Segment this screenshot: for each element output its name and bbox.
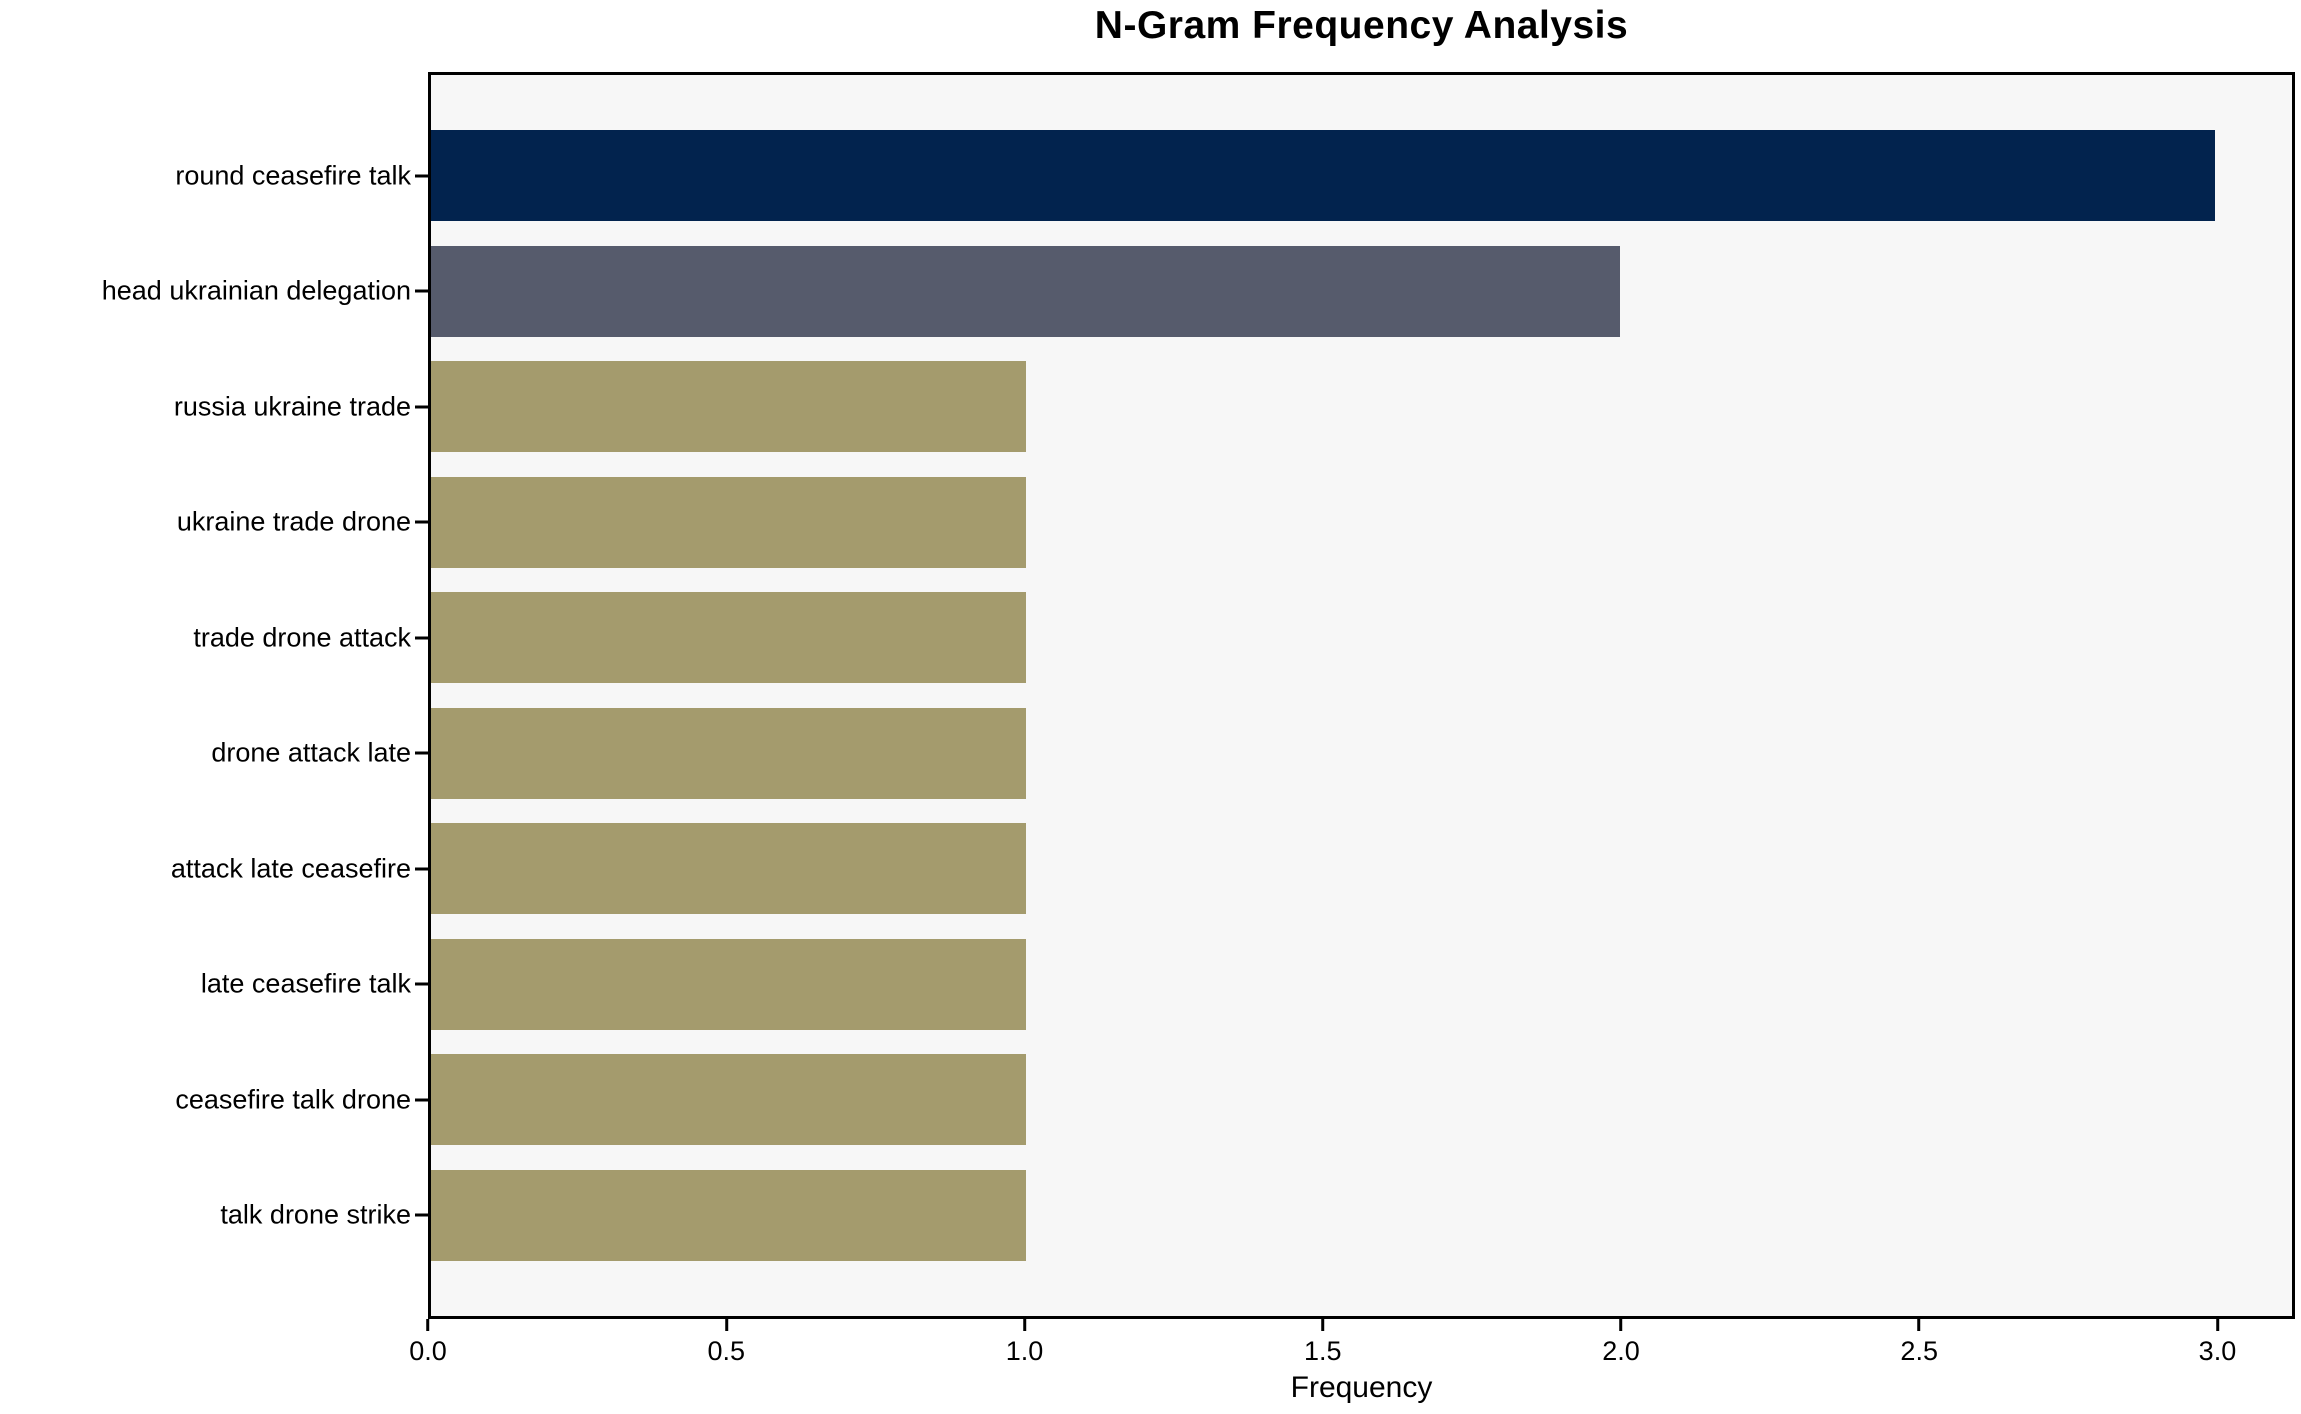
x-axis-label: Frequency [1290,1371,1433,1404]
bar-row: drone attack late [211,696,2292,812]
y-tick-label: ceasefire talk drone [175,1084,411,1115]
bar-row: talk drone strike [220,1158,2292,1274]
bar [431,476,1026,568]
bar [431,823,1026,915]
y-tick-mark [415,405,428,409]
x-tick-label: 0.0 [409,1336,447,1366]
bar [431,707,1026,799]
bar-row: ceasefire talk drone [175,1042,2292,1158]
bar-rows: round ceasefire talk head ukrainian deleg… [102,118,2292,1274]
x-tick: 2.0 [1602,1319,1640,1365]
y-tick-label: trade drone attack [193,622,411,653]
x-tick-mark [1321,1319,1325,1331]
bar-row: attack late ceasefire [171,811,2292,927]
bar-row: ukraine trade drone [177,465,2292,581]
y-tick-label: attack late ceasefire [170,853,411,884]
x-axis: 0.0 0.5 1.0 1.5 2.0 2.5 3.0 [409,1319,2295,1389]
x-tick-mark [2215,1319,2219,1331]
bar [431,1169,1026,1261]
x-tick: 0.5 [707,1319,745,1365]
y-tick-mark [415,520,428,524]
y-tick-mark [415,636,428,640]
x-tick-label: 0.5 [707,1336,746,1366]
plot-area: round ceasefire talk head ukrainian deleg… [102,72,2295,1319]
bar [431,938,1026,1030]
y-tick-mark [415,867,428,871]
x-tick-mark [426,1319,430,1331]
bar [431,245,1621,337]
bar [431,592,1026,684]
y-tick-mark [415,1098,428,1102]
y-tick-label: late ceasefire talk [200,968,411,999]
x-tick: 0.0 [409,1319,447,1365]
x-tick-label: 3.0 [2198,1336,2237,1366]
x-tick-mark [724,1319,728,1331]
y-tick-mark [415,289,428,293]
x-tick-label: 1.5 [1303,1336,1342,1366]
x-tick-label: 2.0 [1602,1336,1640,1366]
y-tick-label: head ukrainian delegation [101,275,411,306]
y-tick-label: talk drone strike [220,1199,411,1230]
bar-row: round ceasefire talk [175,118,2292,234]
x-tick-label: 2.5 [1900,1336,1938,1366]
y-tick-label: ukraine trade drone [176,506,411,537]
x-tick-label: 1.0 [1005,1336,1044,1366]
x-tick-mark [1619,1319,1623,1331]
x-tick: 1.5 [1303,1319,1342,1366]
bar [431,130,2215,222]
x-tick: 2.5 [1900,1319,1938,1365]
bar [431,361,1026,453]
bar-row: late ceasefire talk [201,927,2292,1043]
bar-row: head ukrainian delegation [102,234,2292,350]
bar [431,1054,1026,1146]
bar-row: trade drone attack [193,580,2292,696]
bar-row: russia ukraine trade [174,349,2292,465]
x-tick: 1.0 [1005,1319,1044,1366]
y-tick-mark [415,751,428,755]
x-tick: 3.0 [2198,1319,2237,1366]
y-tick-label: round ceasefire talk [175,160,411,191]
y-tick-mark [415,174,428,178]
y-tick-mark [415,982,428,986]
x-tick-mark [1022,1319,1026,1331]
x-tick-mark [1917,1319,1921,1331]
y-tick-label: russia ukraine trade [173,391,411,422]
chart-title: N-Gram Frequency Analysis [1094,4,1629,47]
y-tick-label: drone attack late [211,737,411,768]
y-tick-mark [415,1213,428,1217]
